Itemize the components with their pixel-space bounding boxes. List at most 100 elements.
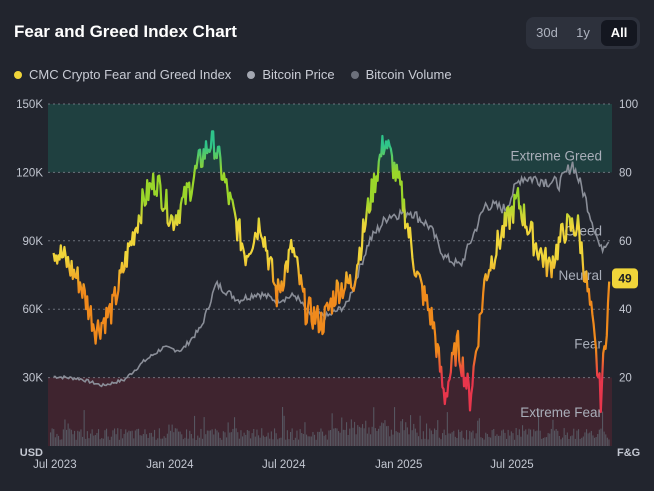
volume-bar — [304, 422, 306, 446]
volume-bar — [190, 434, 192, 446]
volume-bar — [405, 422, 407, 446]
volume-bar — [389, 436, 391, 446]
volume-bar — [546, 437, 548, 446]
volume-bar — [262, 435, 264, 446]
volume-bar — [597, 434, 599, 446]
volume-bar — [482, 438, 484, 446]
volume-bar — [326, 439, 328, 446]
volume-bar — [581, 437, 583, 446]
volume-bar — [416, 432, 418, 446]
volume-bar — [62, 429, 64, 446]
volume-bar — [54, 437, 56, 446]
volume-bar — [443, 429, 445, 446]
range-all-button[interactable]: All — [601, 20, 637, 46]
volume-bar — [579, 438, 581, 446]
volume-bar — [320, 428, 322, 446]
volume-bar — [541, 438, 543, 446]
volume-bar — [166, 433, 168, 446]
volume-bar — [600, 428, 602, 446]
legend-item-bitcoin-price[interactable]: Bitcoin Price — [247, 67, 335, 82]
legend-item-bitcoin-volume[interactable]: Bitcoin Volume — [350, 67, 452, 82]
volume-bar — [333, 428, 335, 446]
volume-bar — [283, 415, 285, 446]
volume-bar — [578, 429, 580, 446]
volume-bar — [509, 435, 511, 446]
volume-bar — [176, 428, 178, 446]
volume-bar — [238, 438, 240, 446]
volume-bar — [502, 429, 504, 446]
volume-bar — [56, 433, 58, 446]
volume-bar — [470, 432, 472, 446]
volume-bar — [98, 429, 100, 446]
volume-bar — [146, 434, 148, 446]
volume-bar — [258, 435, 260, 446]
volume-bar — [206, 430, 208, 446]
volume-bar — [486, 434, 488, 446]
volume-bar — [318, 431, 320, 446]
volume-bar — [573, 428, 575, 446]
volume-bar — [576, 430, 578, 446]
volume-bar — [202, 438, 204, 446]
volume-bar — [192, 438, 194, 446]
volume-bar — [61, 439, 63, 446]
volume-bar — [245, 434, 247, 446]
volume-bar — [277, 439, 279, 446]
volume-bar — [582, 436, 584, 446]
range-30d-button[interactable]: 30d — [536, 25, 558, 40]
volume-bar — [50, 432, 52, 446]
volume-bar — [280, 437, 282, 446]
right-tick-40: 40 — [619, 304, 632, 316]
volume-bar — [99, 439, 101, 446]
volume-bar — [386, 426, 388, 446]
volume-bar — [162, 438, 164, 446]
volume-bar — [254, 436, 256, 446]
x-tick-jul-2023: Jul 2023 — [33, 459, 76, 471]
zone-labels: Extreme Greed Greed Neutral Fear Extreme… — [510, 148, 602, 419]
fear-greed-line — [52, 130, 611, 414]
volume-bar — [78, 431, 80, 446]
volume-bar — [182, 439, 184, 446]
volume-bar — [469, 430, 471, 446]
volume-bar — [366, 433, 368, 446]
volume-bar — [256, 429, 258, 446]
volume-bar — [133, 438, 135, 446]
volume-bar — [464, 439, 466, 446]
extreme-greed-band — [48, 104, 612, 173]
volume-bar — [270, 431, 272, 446]
volume-bar — [517, 435, 519, 446]
legend-item-fear-greed[interactable]: CMC Crypto Fear and Greed Index — [14, 67, 231, 82]
volume-bar — [490, 437, 492, 446]
volume-bar — [408, 434, 410, 446]
volume-bar — [187, 438, 189, 446]
volume-bar — [240, 430, 242, 446]
volume-bar — [368, 427, 370, 446]
volume-bar — [550, 428, 552, 446]
volume-bar — [282, 407, 284, 446]
volume-bar — [354, 421, 356, 446]
volume-bar — [251, 433, 253, 446]
volume-bar — [352, 427, 354, 446]
volume-bar — [587, 433, 589, 446]
volume-bar — [355, 434, 357, 446]
volume-bar — [568, 439, 570, 446]
volume-bar — [234, 417, 236, 446]
volume-bar — [90, 433, 92, 446]
volume-bar — [269, 438, 271, 446]
range-1y-button[interactable]: 1y — [576, 25, 590, 40]
volume-bar — [467, 439, 469, 446]
volume-bar — [608, 439, 610, 446]
volume-bar — [211, 429, 213, 446]
volume-bar — [216, 430, 218, 446]
volume-bar — [590, 430, 592, 446]
volume-bar — [534, 431, 536, 446]
volume-bar — [134, 430, 136, 446]
right-axis-unit: F&G — [617, 447, 640, 459]
volume-bar — [104, 430, 106, 446]
volume-bar — [85, 438, 87, 446]
volume-bar — [410, 415, 412, 446]
volume-bar — [549, 433, 551, 446]
volume-bar — [253, 429, 255, 446]
volume-bar — [448, 433, 450, 446]
time-range-selector: 30d 1y All — [526, 17, 640, 49]
